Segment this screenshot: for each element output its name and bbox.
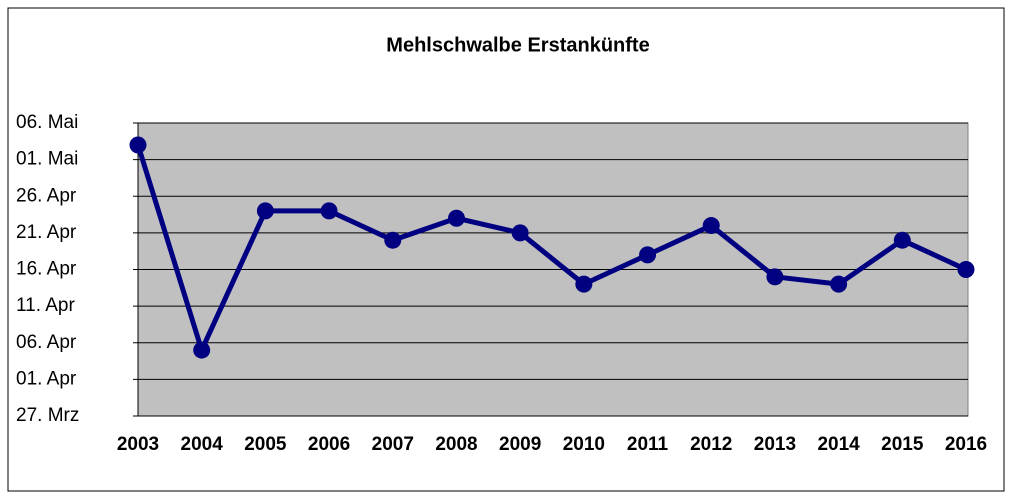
x-tick-label: 2011 (627, 434, 669, 455)
x-tick-label: 2004 (181, 434, 224, 455)
x-tick-label: 2009 (499, 434, 541, 455)
line-series (135, 144, 968, 353)
x-tick-label: 2015 (881, 434, 924, 455)
data-point (511, 224, 529, 242)
x-tick-label: 2014 (817, 434, 860, 455)
y-tick-label: 06. Apr (16, 332, 77, 353)
y-tick-label: 06. Mai (16, 112, 78, 133)
x-tick-label: 2012 (690, 434, 732, 455)
x-tick-label: 2003 (117, 434, 159, 455)
data-point (320, 202, 338, 220)
data-point (129, 136, 147, 154)
x-tick-label: 2010 (563, 434, 605, 455)
y-tick-label: 01. Mai (16, 149, 78, 170)
y-tick-label: 27. Mrz (16, 405, 79, 426)
data-point (702, 217, 720, 235)
data-point (639, 246, 657, 264)
y-tick-label: 26. Apr (16, 185, 77, 206)
data-point (256, 202, 274, 220)
chart-title: Mehlschwalbe Erstankünfte (386, 34, 649, 56)
y-tick-label: 11. Apr (16, 295, 75, 316)
x-tick-label: 2013 (754, 434, 796, 455)
data-point (193, 341, 211, 359)
x-tick-label: 2008 (435, 434, 477, 455)
data-point (766, 268, 784, 286)
data-point (575, 275, 593, 293)
x-tick-label: 2006 (308, 434, 350, 455)
data-point (447, 209, 465, 227)
x-tick-label: 2016 (945, 434, 987, 455)
data-point (893, 231, 911, 249)
y-tick-label: 16. Apr (16, 259, 77, 280)
x-tick-label: 2007 (372, 434, 414, 455)
y-tick-label: 01. Apr (16, 368, 77, 389)
data-point (830, 275, 848, 293)
x-tick-label: 2005 (244, 434, 287, 455)
y-tick-label: 21. Apr (16, 222, 77, 243)
data-point (957, 261, 975, 278)
data-point (384, 231, 402, 249)
